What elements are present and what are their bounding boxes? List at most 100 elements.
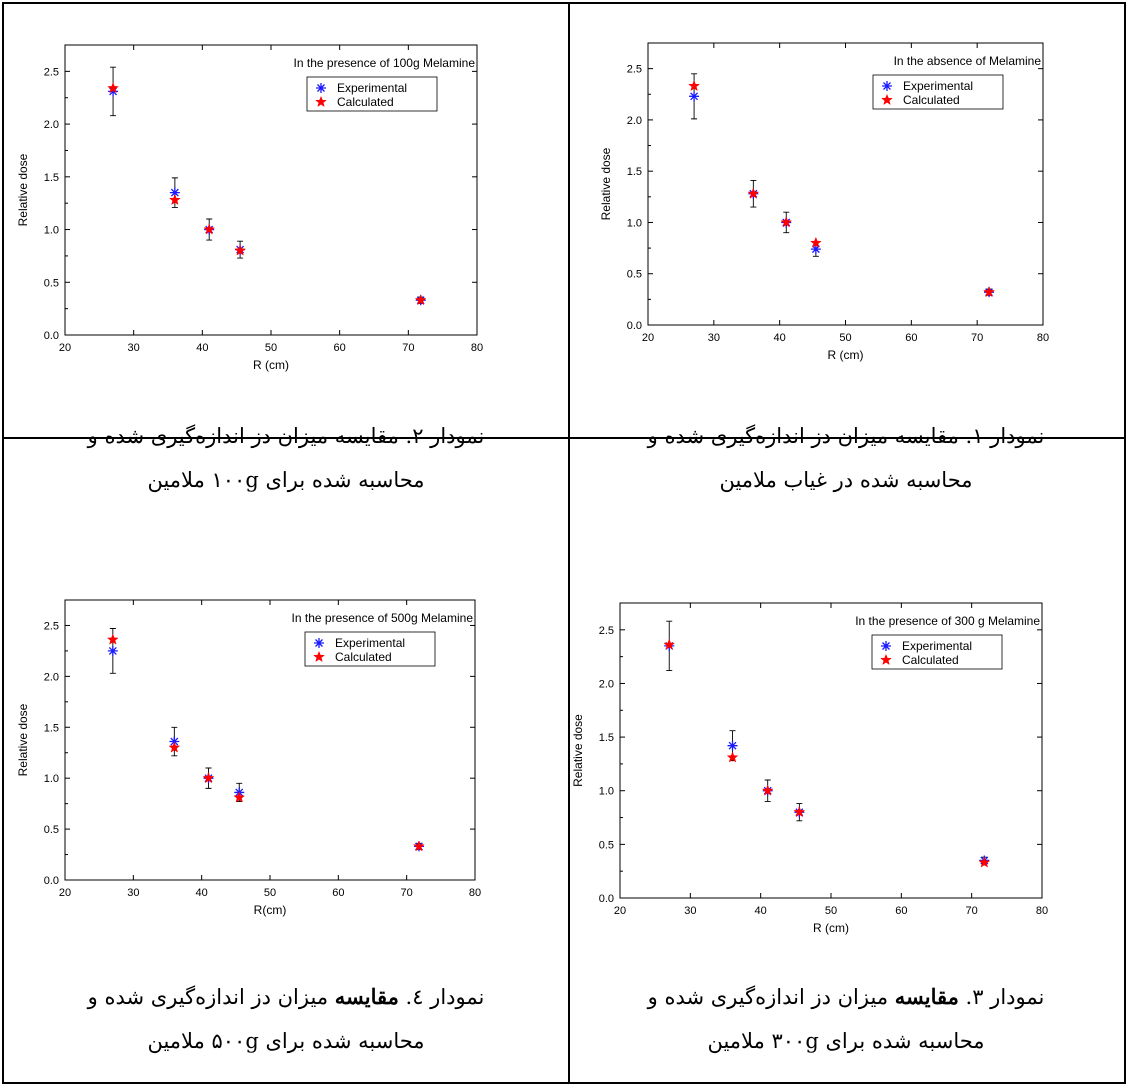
data-point xyxy=(780,216,793,228)
x-tick-label: 50 xyxy=(264,887,276,899)
x-tick-label: 20 xyxy=(59,342,71,354)
legend-box xyxy=(872,74,1004,110)
x-axis-label: R (cm) xyxy=(813,921,849,935)
legend-box xyxy=(306,76,438,112)
x-tick-label: 50 xyxy=(839,332,851,344)
caption-line1: مقایسه میزان دز اندازه‌گیری شده و xyxy=(647,424,959,448)
legend-marker-asterisk xyxy=(881,641,891,651)
y-tick-label: 2.0 xyxy=(44,671,59,683)
x-tick-label: 30 xyxy=(684,905,696,917)
x-tick-label: 80 xyxy=(469,887,481,899)
y-tick-label: 1.0 xyxy=(599,786,614,798)
y-tick-label: 0.5 xyxy=(599,839,614,851)
y-tick-label: 1.0 xyxy=(44,773,59,785)
data-point xyxy=(761,784,774,796)
y-tick-label: 1.5 xyxy=(627,166,642,178)
data-point xyxy=(107,82,119,94)
data-point xyxy=(107,645,118,656)
x-tick-label: 40 xyxy=(755,905,767,917)
y-tick-label: 0.5 xyxy=(44,277,59,289)
y-tick-label: 2.5 xyxy=(627,64,642,76)
y-tick-label: 1.5 xyxy=(599,732,614,744)
legend-marker-star xyxy=(315,95,327,108)
data-point xyxy=(983,285,995,298)
x-tick-label: 60 xyxy=(905,332,917,344)
caption-prefix: نمودار ۳. xyxy=(958,985,1045,1009)
y-axis-label: Relative dose xyxy=(571,714,585,787)
x-tick-label: 40 xyxy=(196,887,208,899)
data-point xyxy=(809,236,822,248)
y-tick-label: 2.0 xyxy=(44,119,59,131)
x-tick-label: 80 xyxy=(1037,332,1049,344)
divider-horizontal xyxy=(4,437,1124,439)
caption-bottom-left: نمودار ٤. مقایسه میزان دز اندازه‌گیری شد… xyxy=(6,975,566,1063)
x-tick-label: 70 xyxy=(402,342,414,354)
legend-label: Experimental xyxy=(903,79,973,93)
y-tick-label: 1.5 xyxy=(44,722,59,734)
data-point xyxy=(169,187,180,198)
divider-vertical xyxy=(568,4,570,1082)
y-tick-label: 1.0 xyxy=(627,217,642,229)
data-point xyxy=(202,771,215,784)
x-axis-label: R (cm) xyxy=(253,358,289,372)
chart-title: In the presence of 500g Melamine xyxy=(292,611,474,625)
caption-top-right: نمودار ۱. مقایسه میزان دز اندازه‌گیری شد… xyxy=(568,414,1124,502)
x-tick-label: 20 xyxy=(59,887,71,899)
y-tick-label: 1.5 xyxy=(44,172,59,184)
chart-100g: 20 30 40 50 60 70 80 0.0 0.5 1.0 1.5 2.0 2.5 R (cm) Re… xyxy=(16,44,483,372)
x-axis-label: R (cm) xyxy=(828,348,864,362)
caption-line1: میزان دز اندازه‌گیری شده و xyxy=(647,985,895,1009)
data-point xyxy=(234,244,247,256)
x-tick-label: 70 xyxy=(966,905,978,917)
x-axis-label: R(cm) xyxy=(254,903,287,917)
chart-title: In the presence of 100g Melamine xyxy=(294,56,476,70)
x-tick-label: 50 xyxy=(825,905,837,917)
data-point xyxy=(689,91,700,102)
y-tick-label: 0.0 xyxy=(599,893,614,905)
y-tick-label: 0.5 xyxy=(627,269,642,281)
caption-line1: میزان دز اندازه‌گیری شده و xyxy=(87,985,335,1009)
x-tick-label: 40 xyxy=(196,342,208,354)
x-tick-label: 60 xyxy=(334,342,346,354)
x-tick-label: 80 xyxy=(1036,905,1048,917)
caption-line1: مقایسه میزان دز اندازه‌گیری شده و xyxy=(87,424,399,448)
x-tick-label: 40 xyxy=(774,332,786,344)
x-tick-label: 60 xyxy=(332,887,344,899)
legend-marker-star xyxy=(881,93,893,106)
x-tick-label: 30 xyxy=(127,887,139,899)
y-tick-label: 0.0 xyxy=(627,320,642,332)
legend-marker-asterisk xyxy=(316,83,326,93)
legend-label: Experimental xyxy=(335,636,405,650)
data-point xyxy=(106,633,119,645)
data-point xyxy=(726,751,739,763)
y-tick-label: 2.5 xyxy=(44,66,59,78)
series-calculated xyxy=(688,79,995,298)
legend-label: Calculated xyxy=(902,653,959,667)
series-calculated xyxy=(106,633,425,852)
caption-line2: محاسبه شده برای ۱۰۰g ملامین xyxy=(147,468,425,492)
data-point xyxy=(168,193,181,206)
legend-marker-asterisk xyxy=(882,81,892,91)
y-tick-label: 1.0 xyxy=(44,225,59,237)
caption-top-left: نمودار ۲. مقایسه میزان دز اندازه‌گیری شد… xyxy=(6,414,566,502)
y-axis-label: Relative dose xyxy=(16,703,30,776)
series-calculated xyxy=(107,82,427,306)
y-tick-label: 2.5 xyxy=(599,625,614,637)
caption-bold: مقایسه xyxy=(334,984,399,1009)
x-tick-label: 30 xyxy=(708,332,720,344)
chart-title: In the absence of Melamine xyxy=(894,54,1042,68)
y-axis-label: Relative dose xyxy=(599,147,613,220)
legend-label: Calculated xyxy=(903,93,960,107)
x-tick-label: 80 xyxy=(471,342,483,354)
caption-prefix: نمودار ٤. xyxy=(398,985,485,1009)
data-point xyxy=(688,79,700,92)
legend-box xyxy=(871,634,1003,670)
legend-marker-star xyxy=(313,650,325,663)
y-tick-label: 2.0 xyxy=(627,115,642,127)
x-tick-label: 70 xyxy=(401,887,413,899)
data-point xyxy=(810,244,821,255)
caption-line2: محاسبه شده برای ۵۰۰g ملامین xyxy=(147,1029,425,1053)
legend-box xyxy=(304,631,436,667)
legend-marker-asterisk xyxy=(314,638,324,648)
